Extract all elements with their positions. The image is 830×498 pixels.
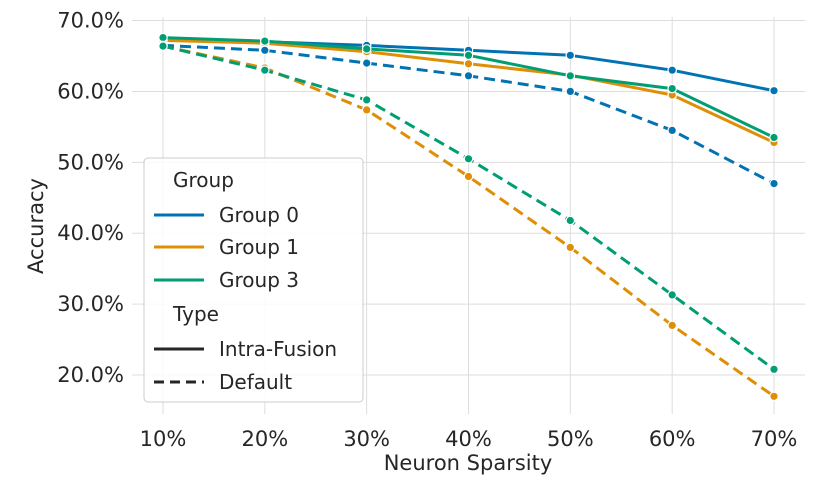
data-point-group-3-intra-fusion xyxy=(667,83,677,94)
data-point-group-3-default xyxy=(565,215,576,226)
series-layer xyxy=(158,32,779,402)
x-axis-title: Neuron Sparsity xyxy=(384,451,553,475)
data-point-group-1-default xyxy=(769,391,779,402)
legend-label-default: Default xyxy=(219,370,292,394)
y-tick-label: 60.0% xyxy=(57,79,124,103)
x-tick-label: 50% xyxy=(547,427,594,451)
data-point-group-3-intra-fusion xyxy=(361,44,372,54)
legend-label-group-1: Group 1 xyxy=(219,235,299,259)
legend-type-title: Type xyxy=(172,302,219,326)
y-tick-label: 30.0% xyxy=(57,292,124,316)
data-point-group-0-default xyxy=(259,45,270,56)
data-point-group-3-intra-fusion xyxy=(565,71,576,81)
data-point-group-1-default xyxy=(463,171,474,182)
y-tick-label: 70.0% xyxy=(57,9,124,33)
legend-label-group-0: Group 0 xyxy=(219,203,299,227)
y-tick-label: 40.0% xyxy=(57,221,124,245)
data-point-group-1-intra-fusion xyxy=(463,58,474,69)
data-point-group-0-default xyxy=(463,71,474,81)
x-tick-label: 30% xyxy=(343,427,390,451)
legend-label-intra-fusion: Intra-Fusion xyxy=(219,337,337,361)
data-point-group-3-intra-fusion xyxy=(259,36,270,46)
data-point-group-0-default xyxy=(361,58,372,68)
data-point-group-0-default xyxy=(769,178,779,189)
data-point-group-0-default xyxy=(667,125,677,136)
y-axis-title: Accuracy xyxy=(24,178,48,274)
x-tick-label: 40% xyxy=(445,427,492,451)
data-point-group-0-intra-fusion xyxy=(769,85,779,96)
legend-group-title: Group xyxy=(173,168,234,192)
data-point-group-3-default xyxy=(769,364,779,375)
data-point-group-0-intra-fusion xyxy=(667,65,677,75)
data-point-group-1-default xyxy=(361,105,372,115)
y-tick-label: 50.0% xyxy=(57,150,124,174)
data-point-group-1-default xyxy=(565,242,576,253)
data-point-group-3-default xyxy=(667,290,677,300)
data-point-group-3-default xyxy=(259,65,270,75)
x-tick-label: 60% xyxy=(649,427,696,451)
x-tick-label: 70% xyxy=(751,427,798,451)
data-point-group-3-default xyxy=(463,154,474,164)
legend: Group Group 0 Group 1 Group 3 Type Intra… xyxy=(143,157,364,403)
data-point-group-3-intra-fusion xyxy=(158,32,168,43)
data-point-group-3-default xyxy=(361,95,372,105)
y-tick-label: 20.0% xyxy=(57,363,124,387)
data-point-group-0-default xyxy=(565,86,576,97)
data-point-group-1-default xyxy=(667,320,677,331)
data-point-group-3-intra-fusion xyxy=(463,50,474,61)
data-point-group-3-intra-fusion xyxy=(769,132,779,143)
data-point-group-3-default xyxy=(158,41,168,51)
data-point-group-0-intra-fusion xyxy=(565,50,576,61)
legend-box xyxy=(143,157,364,403)
legend-label-group-3: Group 3 xyxy=(219,268,299,292)
x-tick-label: 20% xyxy=(241,427,288,451)
tick-labels: 10% 20% 30% 40% 50% 60% 70% 20.0% 30.0% 40.0% 50.0… xyxy=(57,9,797,451)
x-tick-label: 10% xyxy=(140,427,187,451)
